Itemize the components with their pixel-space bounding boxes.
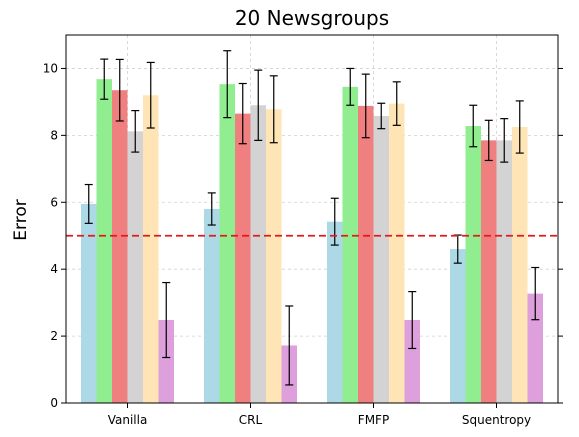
chart-title: 20 Newsgroups: [235, 6, 389, 30]
bar-series-3-squentropy: [481, 140, 497, 403]
bar-series-2-crl: [219, 84, 235, 403]
bar-series-6-vanilla: [158, 320, 174, 403]
y-tick-label: 4: [50, 262, 58, 276]
bar-series-5-crl: [266, 109, 282, 403]
bar-series-3-vanilla: [112, 90, 128, 403]
x-ticks: Vanilla CRL FMFP Squentropy: [108, 403, 531, 427]
y-tick-label: 6: [50, 195, 58, 209]
bar-series-4-squentropy: [496, 140, 512, 403]
x-tick-label-squentropy: Squentropy: [462, 413, 531, 427]
bar-series-1-crl: [204, 208, 220, 403]
bar-series-3-crl: [235, 113, 251, 404]
bar-series-4-fmfp: [373, 115, 389, 404]
bar-series-5-vanilla: [143, 95, 159, 403]
bar-series-6-fmfp: [404, 320, 420, 403]
y-tick-label: 8: [50, 128, 58, 142]
axes: [65, 34, 559, 404]
bar-series-2-fmfp: [342, 86, 358, 403]
bar-series-2-vanilla: [96, 79, 112, 403]
y-ticks: 0 2 4 6 8 10: [43, 61, 563, 410]
bar-series-4-crl: [250, 105, 266, 403]
y-tick-label: 10: [43, 61, 58, 75]
plot-frame: [65, 34, 559, 404]
x-tick-label-crl: CRL: [239, 413, 263, 427]
x-tick-label-fmfp: FMFP: [358, 413, 389, 427]
bar-series-5-fmfp: [389, 103, 405, 403]
bar-series-5-squentropy: [512, 127, 528, 403]
bar-series-6-squentropy: [527, 293, 543, 403]
bars: [81, 79, 543, 404]
bar-series-3-fmfp: [358, 105, 374, 403]
y-axis-label: Error: [11, 199, 31, 240]
error-bars: [84, 50, 540, 386]
y-tick-label: 2: [50, 329, 58, 343]
bar-series-1-fmfp: [327, 221, 343, 403]
bar-series-4-vanilla: [127, 131, 143, 403]
bar-series-1-vanilla: [81, 203, 97, 403]
y-tick-label: 0: [50, 396, 58, 410]
bar-series-2-squentropy: [465, 125, 481, 403]
x-tick-label-vanilla: Vanilla: [108, 413, 148, 427]
bar-series-1-squentropy: [450, 249, 466, 403]
